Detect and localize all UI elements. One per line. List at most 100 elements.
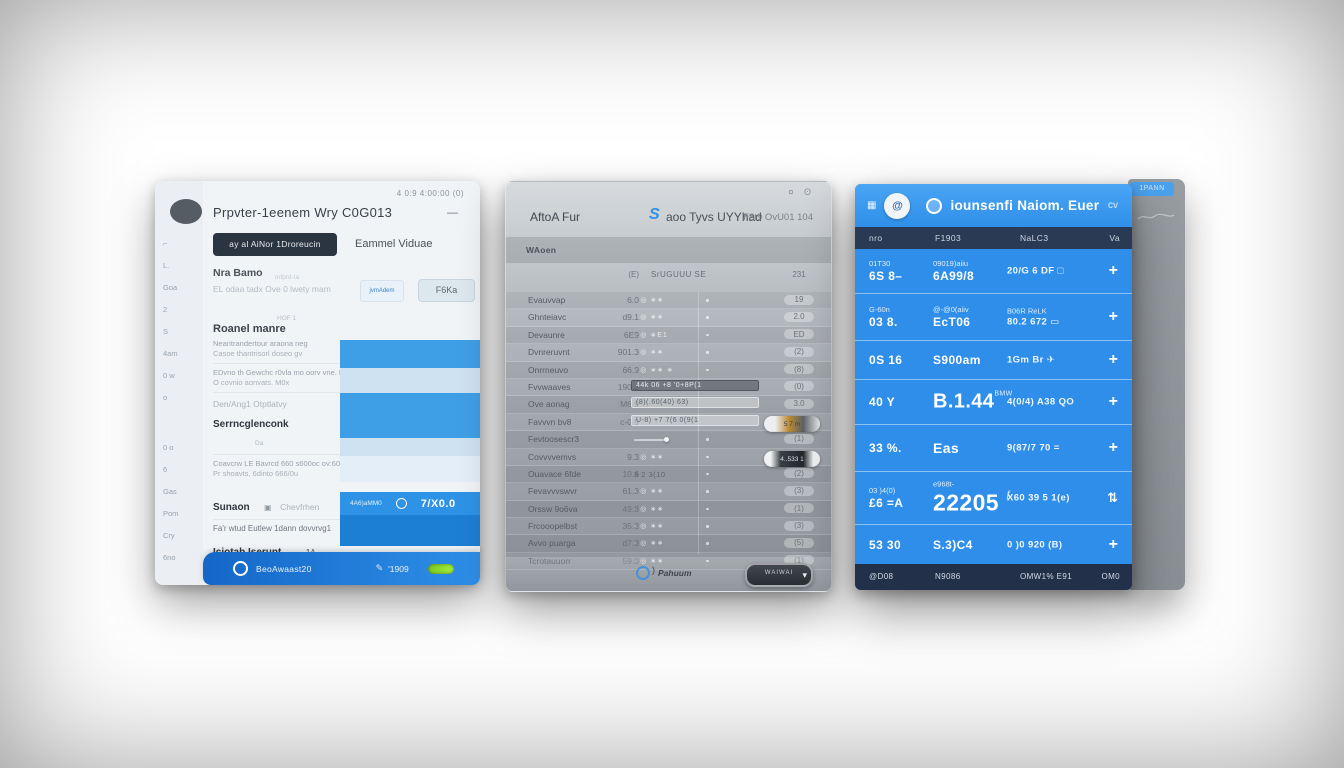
add-button[interactable]: + [1108, 393, 1118, 410]
footer-item[interactable]: N9086 [935, 572, 961, 581]
table-row[interactable]: Frcooopelbst 35.3 · ◎ ∗∗ (3) [506, 518, 831, 536]
table-row[interactable]: Devaunre 6E9 · ◎ ∗E1 ED [506, 326, 831, 345]
cell-sub: 09019)aiiu [933, 259, 969, 268]
table-row[interactable]: Dvnreruvnt 901.3 · ◎ ∗∗ (2) [506, 344, 831, 362]
list-row[interactable]: 0S 16 S900am 1Gm Br ✈ + [855, 340, 1132, 379]
slider-knob[interactable] [664, 437, 669, 443]
input-cell[interactable]: U-8) +7 7(6 0(9(1 [631, 414, 759, 426]
table-row[interactable]: Favvvn bv8 c-0.9 U-8) +7 7(6 0(9(1 5 7 m [506, 414, 831, 433]
slider-track[interactable] [634, 439, 668, 442]
row-name: Onrrneuvo [528, 364, 569, 375]
sidebar-item[interactable]: o [163, 393, 168, 402]
row-controls[interactable]: · ◎ ∗∗ [634, 488, 665, 496]
table-row[interactable]: Evauvvap 6.0 · ◎ ∗∗ 19 [506, 292, 831, 310]
sidebar-item[interactable]: Pom [163, 509, 179, 518]
thumbnail-pill[interactable]: 5 7 m [764, 416, 820, 433]
add-button[interactable]: + [1108, 351, 1118, 368]
input-chip[interactable]: jvmAdem [360, 280, 404, 302]
list-row[interactable]: 03 )4(0) £6 =A e968t- 22205 ƒ X60 39 5 1(e… [855, 471, 1132, 524]
list-row[interactable]: 40 Y B.1.44BMW 4(0/4) A38 QO + [855, 379, 1132, 424]
row-controls[interactable]: · ◎ ∗∗ [634, 523, 665, 531]
back-panel-tab[interactable]: 1PANN [1130, 182, 1174, 196]
avatar[interactable]: @ [884, 192, 911, 219]
list-row[interactable]: 53 30 S.3)C4 0 )0 920 (B) + [855, 524, 1132, 565]
table-row[interactable]: Fevavvvswvr 61.3 · ◎ ∗∗ (3) [506, 483, 831, 501]
grid-icon[interactable]: ▦ [867, 200, 877, 211]
cell-note: BMW [994, 390, 1013, 398]
table-row[interactable]: Ouavace 6fde 10.6 3 2 3(10 (2) [506, 465, 831, 484]
secondary-tab[interactable]: Eammel Viduae [355, 238, 433, 250]
input-cell[interactable]: (8)(.60(40) 63) [631, 397, 759, 409]
swap-button[interactable]: ⇅ [1107, 490, 1118, 505]
thumbnail-pill[interactable]: 4..533 1 [764, 451, 820, 468]
list-item[interactable]: Serrncglenconk Da [213, 414, 343, 450]
active-tab[interactable]: WAoen [526, 245, 557, 255]
row-controls[interactable]: · ◎ ∗∗ [634, 557, 664, 565]
add-button[interactable]: + [1108, 262, 1118, 279]
list-item[interactable]: Fa'r wtud Eutlew 1dann dovvrvg1 [213, 524, 332, 533]
window-icons[interactable]: ¤ ʘ [788, 187, 815, 197]
table-row[interactable]: Fevtoosescr3–(1) [506, 431, 831, 449]
highlighted-row[interactable]: 4A6)aMM0 7/X0.0 [340, 492, 480, 515]
avatar[interactable] [170, 199, 202, 224]
table-row[interactable]: Ghnteiavc d9.1 · ◎ ∗∗ 2.0 [506, 309, 831, 327]
minimize-button[interactable]: — [447, 207, 458, 219]
sidebar-item[interactable]: 6no [163, 553, 176, 562]
sidebar-item[interactable]: 2 [163, 305, 168, 314]
footer-item[interactable]: OM0 [1101, 572, 1120, 581]
row-controls[interactable]: · ◎ ∗∗ [634, 540, 665, 548]
add-button[interactable]: + [1108, 439, 1118, 456]
row-name: Fevavvvswvr [528, 486, 578, 497]
footer-item[interactable]: OMW1% E91 [1020, 572, 1073, 581]
table-row[interactable]: Tcrotauuorr 59.0· ◎ ∗∗ (1) [506, 553, 831, 571]
name-input[interactable]: EL odaa tadx Ove 0 lwety mam [213, 284, 331, 294]
profile-window: ⌐ L. Goa 2 S 4am 0 w o 0 o 6 Gas Pom Cry… [155, 181, 480, 585]
sidebar-item[interactable]: S [163, 327, 169, 336]
sidebar-item[interactable]: Goa [163, 283, 178, 292]
row-controls[interactable]: · ◎ ∗∗ [634, 505, 665, 513]
table-row[interactable]: Ove aonag M6.9 (8)(.60(40) 63) 3.0 [506, 396, 831, 414]
row-controls[interactable]: · ◎ ∗∗ [634, 453, 665, 461]
divider [213, 519, 343, 520]
table-row[interactable]: Orssw 9o6va 49.8 · ◎ ∗∗ (1) [506, 500, 831, 519]
sidebar-item[interactable]: Cry [163, 531, 175, 540]
table-row[interactable]: Covvvvemvs 9.3 · ◎ ∗∗ 4..533 1 [506, 449, 831, 468]
list-row[interactable]: G-60n 03 8. @-@0(aiiv EcT06 B06R ReLK 80.2 … [855, 293, 1132, 340]
footer-button[interactable]: WAIWAI ▾ [745, 563, 813, 587]
bottom-action-bar[interactable]: BeoAwaast20 ✎ '1909 [203, 552, 480, 585]
list-row[interactable]: 33 %. Eas 9(87/7 70 = + [855, 424, 1132, 471]
sidebar-item[interactable]: 6 [163, 465, 168, 474]
row-controls[interactable]: · ◎ ∗∗ [634, 349, 665, 357]
list-item[interactable]: Neantrandertour araona neg Casoe thantri… [213, 339, 343, 359]
table-row[interactable]: Fvvwaaves 190.3 44k 06 +8 '0+8P(1 (0) [506, 379, 831, 397]
footer-item[interactable]: @D08 [869, 572, 894, 581]
row-controls[interactable]: · ◎ ∗∗ [634, 297, 665, 304]
row-controls[interactable]: · ◎ ∗∗ [634, 314, 665, 322]
table-row[interactable]: Onrrneuvo 66.9 · ◎ ∗∗ ∗ (8) [506, 361, 831, 379]
sidebar-item[interactable]: ⌐ [163, 239, 168, 248]
primary-button[interactable]: ay al AiNor 1Droreucin [213, 233, 337, 256]
cell-detail: 9(87/7 70 = [1007, 442, 1060, 454]
add-button[interactable]: + [1108, 536, 1118, 553]
checkbox-icon[interactable]: ▣ [264, 503, 272, 512]
list-item[interactable]: Coavcrw LE Bavrcd 660 s600oc ov:60 Pr sh… [213, 459, 343, 479]
list-item[interactable]: Den/Ang1 Otptlatvy [213, 399, 287, 409]
list-item[interactable]: EDvno th Gewchc r0vla mo oorv vne. Ev0 O… [213, 368, 343, 388]
sidebar-item[interactable]: 0 w [163, 371, 175, 380]
toggle-pill[interactable] [428, 563, 454, 574]
row-controls[interactable]: · ◎ ∗E1 [634, 331, 668, 339]
table-row[interactable]: Avvo puarga d7.3 · ◎ ∗∗ (5) [506, 535, 831, 553]
sidebar-item[interactable]: 0 o [163, 443, 174, 452]
sidebar-item[interactable]: Gas [163, 487, 177, 496]
row-controls[interactable]: · ◎ ∗∗ ∗ [634, 366, 674, 374]
list-row[interactable]: 01T30 6S 8– 09019)aiiu 6A99/8 20/G 6 DF □ … [855, 249, 1132, 293]
header-title: aoo Tyvs UYYhad [666, 210, 762, 224]
submit-button[interactable]: F6Ka [418, 279, 475, 302]
sidebar-item[interactable]: L. [163, 261, 170, 270]
sidebar-item[interactable]: 4am [163, 349, 178, 358]
pencil-icon[interactable]: ✎ [375, 563, 384, 573]
header-right-label[interactable]: cv [1108, 200, 1118, 211]
selected-cell[interactable]: 44k 06 +8 '0+8P(1 [631, 379, 759, 391]
add-button[interactable]: + [1108, 308, 1118, 325]
list-item[interactable]: Sunaon ▣ Chevfrhen [213, 497, 343, 515]
